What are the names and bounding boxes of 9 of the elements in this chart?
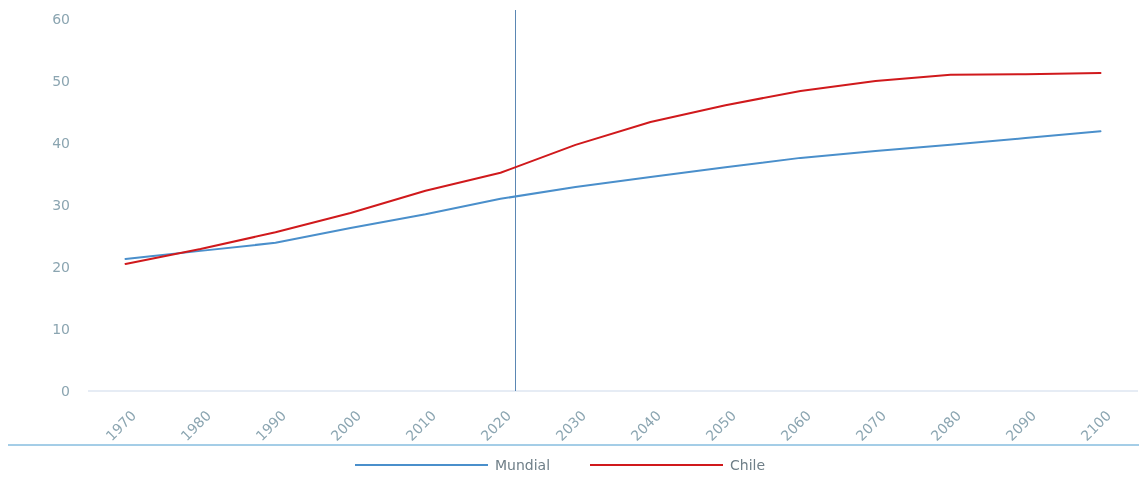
y-tick-label: 20 xyxy=(52,258,70,275)
y-tick-label: 40 xyxy=(52,134,70,151)
y-tick-label: 0 xyxy=(61,382,70,399)
y-tick-label: 50 xyxy=(52,72,70,89)
y-tick-label: 10 xyxy=(52,320,70,337)
legend-label: Mundial xyxy=(495,456,551,473)
legend-label: Chile xyxy=(730,456,766,473)
y-tick-label: 60 xyxy=(52,10,70,27)
y-tick-label: 30 xyxy=(52,196,70,213)
